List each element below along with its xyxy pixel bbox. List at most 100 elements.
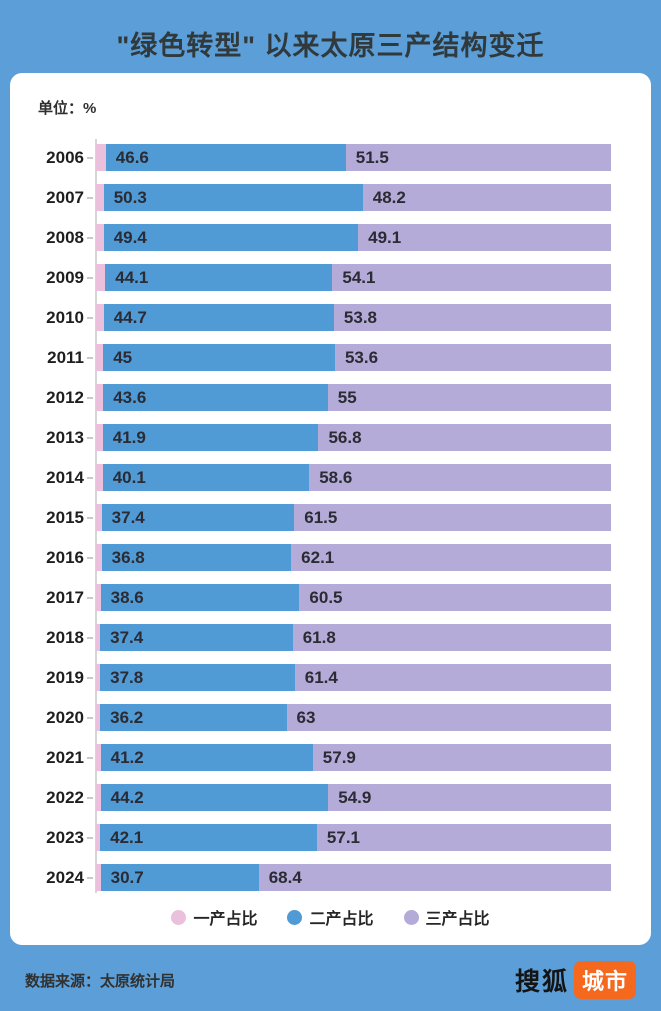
sohu-city-logo: 搜狐 城市 [515, 961, 636, 999]
bar-value-label: 45 [113, 348, 133, 367]
axis-tick [84, 836, 96, 839]
bar-track: 36.2 63 [96, 704, 611, 731]
bar-value-label: 62.1 [301, 548, 335, 567]
bar-value-label: 40.1 [112, 468, 146, 487]
bar-segment-primary [96, 864, 101, 891]
bar-segment-secondary: 45 [103, 344, 335, 371]
axis-tick [84, 636, 96, 639]
bar-value-label: 54.9 [338, 788, 372, 807]
bar-segment-tertiary: 62.1 [291, 544, 611, 571]
bar-value-label: 37.4 [111, 508, 145, 527]
city-logo-badge: 城市 [573, 961, 636, 999]
axis-tick-mark [87, 716, 93, 719]
bar-segment-primary [96, 344, 104, 371]
bar-segment-secondary: 38.6 [100, 584, 300, 611]
bar-segment-primary [96, 584, 101, 611]
bar-segment-secondary: 37.8 [100, 664, 295, 691]
year-label: 2013 [46, 428, 84, 447]
axis-tick-mark [87, 516, 93, 519]
chart-row: 2018 37.4 61.8 [20, 624, 611, 651]
bar-segment-tertiary: 58.6 [309, 464, 611, 491]
bar-value-label: 37.8 [110, 668, 144, 687]
year-label: 2017 [46, 588, 84, 607]
bar-segment-secondary: 42.1 [100, 824, 317, 851]
bar-segment-primary [96, 704, 101, 731]
axis-tick [84, 316, 96, 319]
axis-tick-mark [87, 156, 93, 159]
year-label: 2015 [46, 508, 84, 527]
bar-value-label: 41.2 [110, 748, 144, 767]
chart-row: 2011 45 53.6 [20, 344, 611, 371]
bar-value-label: 49.4 [113, 228, 147, 247]
year-label: 2008 [46, 228, 84, 247]
bar-value-label: 36.8 [111, 548, 145, 567]
axis-tick-mark [87, 396, 93, 399]
page-title: "绿色转型" 以来太原三产结构变迁 [116, 31, 545, 61]
bar-segment-secondary: 37.4 [100, 624, 293, 651]
bar-track: 42.1 57.1 [96, 824, 611, 851]
axis-tick-mark [87, 356, 93, 359]
bar-value-label: 57.9 [322, 748, 356, 767]
bar-segment-primary [96, 504, 102, 531]
chart-row: 2013 41.9 56.8 [20, 424, 611, 451]
axis-tick [84, 876, 96, 879]
bar-value-label: 48.2 [372, 188, 406, 207]
bar-value-label: 68.4 [268, 868, 302, 887]
bar-segment-primary [96, 304, 104, 331]
year-label: 2010 [46, 308, 84, 327]
chart-row: 2007 50.3 48.2 [20, 184, 611, 211]
bar-segment-tertiary: 53.8 [333, 304, 611, 331]
bar-track: 30.7 68.4 [96, 864, 611, 891]
axis-tick-mark [87, 196, 93, 199]
year-label: 2018 [46, 628, 84, 647]
bar-segment-primary [96, 664, 101, 691]
bar-track: 37.4 61.8 [96, 624, 611, 651]
axis-tick [84, 156, 96, 159]
bar-value-label: 56.8 [328, 428, 362, 447]
bar-segment-secondary: 30.7 [100, 864, 259, 891]
axis-tick-mark [87, 436, 93, 439]
data-source-label: 数据来源：太原统计局 [25, 972, 176, 990]
axis-tick-mark [87, 476, 93, 479]
axis-tick-mark [87, 676, 93, 679]
axis-tick [84, 516, 96, 519]
bar-segment-primary [96, 424, 103, 451]
bar-segment-primary [96, 464, 103, 491]
bar-segment-tertiary: 54.1 [332, 264, 611, 291]
bar-rows: 2006 46.6 51.5 2007 50.3 48.2 2008 49.4 49.1 2009… [20, 144, 611, 891]
bar-value-label: 30.7 [110, 868, 144, 887]
bar-value-label: 53.6 [344, 348, 379, 367]
bar-segment-tertiary: 54.9 [328, 784, 611, 811]
chart-row: 2024 30.7 68.4 [20, 864, 611, 891]
bar-segment-tertiary: 61.5 [294, 504, 611, 531]
bar-track: 50.3 48.2 [96, 184, 611, 211]
bar-track: 46.6 51.5 [96, 144, 611, 171]
bar-segment-primary [96, 544, 102, 571]
legend-dot-icon [403, 909, 419, 925]
bar-value-label: 42.1 [110, 828, 144, 847]
bar-track: 49.4 49.1 [96, 224, 611, 251]
axis-tick [84, 356, 96, 359]
bar-segment-tertiary: 53.6 [334, 344, 611, 371]
bar-value-label: 37.4 [110, 628, 144, 647]
legend-label: 一产占比 [193, 911, 258, 928]
chart-row: 2017 38.6 60.5 [20, 584, 611, 611]
bar-segment-secondary: 40.1 [102, 464, 310, 491]
bar-track: 43.6 55 [96, 384, 611, 411]
bar-value-label: 61.8 [302, 628, 336, 647]
bar-segment-primary [96, 264, 106, 291]
chart-row: 2020 36.2 63 [20, 704, 611, 731]
axis-tick [84, 276, 96, 279]
axis-tick [84, 676, 96, 679]
axis-tick-mark [87, 756, 93, 759]
year-label: 2014 [46, 468, 84, 487]
bar-segment-primary [96, 224, 104, 251]
chart-row: 2010 44.7 53.8 [20, 304, 611, 331]
year-label: 2006 [46, 148, 84, 167]
footer: 数据来源：太原统计局 搜狐 城市 [0, 958, 661, 1002]
legend-dot-icon [171, 909, 187, 925]
axis-tick-mark [87, 276, 93, 279]
chart-row: 2023 42.1 57.1 [20, 824, 611, 851]
bar-segment-primary [96, 784, 101, 811]
bar-segment-secondary: 43.6 [103, 384, 328, 411]
